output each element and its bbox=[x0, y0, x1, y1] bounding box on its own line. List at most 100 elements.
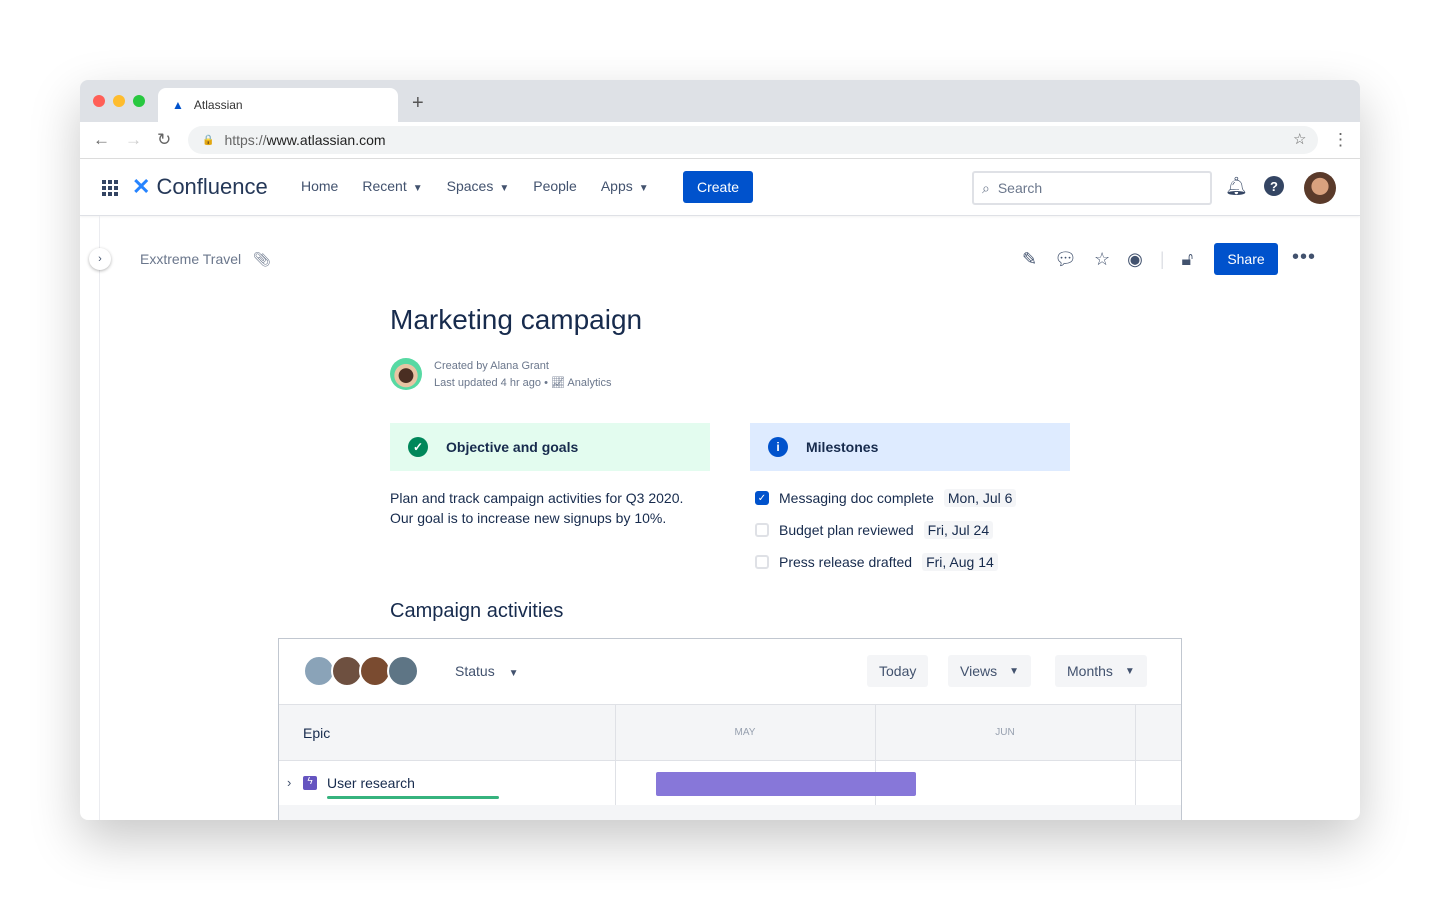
tab-bar: ▲ Atlassian + bbox=[80, 80, 1360, 122]
url-prefix: https:// bbox=[224, 132, 267, 148]
assignee-avatar[interactable] bbox=[303, 655, 335, 687]
product-name: Confluence bbox=[156, 174, 268, 199]
analytics-label: Analytics bbox=[567, 377, 612, 389]
attachment-icon[interactable]: 📎︎ bbox=[253, 251, 271, 267]
milestone-label: Press release drafted bbox=[779, 554, 913, 570]
month-header-jun: JUN bbox=[995, 727, 1015, 738]
reload-icon[interactable]: ↻ bbox=[157, 130, 172, 149]
url-host: www.atlassian.com bbox=[266, 132, 386, 148]
nav-people[interactable]: People bbox=[533, 178, 577, 194]
last-updated: Last updated 4 hr ago bbox=[434, 377, 542, 389]
expand-row-chevron-icon[interactable]: › bbox=[287, 775, 292, 790]
more-actions-icon[interactable]: ••• bbox=[1292, 246, 1317, 268]
browser-tab[interactable]: ▲ Atlassian bbox=[158, 88, 398, 122]
objective-line: Plan and track campaign activities for Q… bbox=[390, 490, 684, 506]
atlassian-logo-icon: ▲ bbox=[172, 98, 184, 112]
help-icon[interactable]: ? bbox=[1264, 176, 1284, 196]
nav-label: Spaces bbox=[446, 178, 494, 194]
milestone-date[interactable]: Fri, Jul 24 bbox=[923, 521, 994, 539]
confluence-logo[interactable]: ✕ Confluence bbox=[132, 174, 268, 200]
check-circle-icon: ✓ bbox=[408, 437, 428, 457]
user-avatar[interactable] bbox=[1304, 172, 1336, 204]
objective-line: Our goal is to increase new signups by 1… bbox=[390, 510, 667, 526]
forward-icon[interactable]: → bbox=[125, 130, 142, 149]
epic-timeline-bar[interactable] bbox=[656, 772, 916, 796]
back-icon[interactable]: ← bbox=[93, 130, 110, 149]
panel-title: Milestones bbox=[806, 439, 879, 455]
section-heading: Campaign activities bbox=[390, 600, 564, 622]
expand-sidebar-button[interactable]: › bbox=[89, 248, 111, 270]
nav-apps[interactable]: Apps ▼ bbox=[601, 178, 649, 194]
watch-eye-icon[interactable]: ◉ bbox=[1127, 249, 1143, 269]
edit-pencil-icon[interactable]: ✎ bbox=[1022, 249, 1038, 269]
epic-lightning-icon: ϟ bbox=[303, 776, 317, 790]
roadmap: Status ▼ Today Views ▼ Months ▼ Epic MAY J… bbox=[278, 638, 1182, 820]
milestone-label: Budget plan reviewed bbox=[779, 522, 914, 538]
share-button[interactable]: Share bbox=[1214, 243, 1278, 275]
assignee-avatar[interactable] bbox=[359, 655, 391, 687]
months-dropdown[interactable]: Months ▼ bbox=[1055, 655, 1147, 687]
panel-title: Objective and goals bbox=[446, 439, 579, 455]
objective-panel: ✓ Objective and goals bbox=[390, 423, 710, 471]
notifications-icon[interactable]: 🔔︎ bbox=[1225, 176, 1248, 196]
breadcrumb-space[interactable]: Exxtreme Travel bbox=[140, 251, 242, 267]
minimize-window-button[interactable] bbox=[113, 95, 125, 107]
assignee-avatar[interactable] bbox=[331, 655, 363, 687]
assignee-avatar[interactable] bbox=[387, 655, 419, 687]
views-label: Views bbox=[960, 663, 998, 679]
close-window-button[interactable] bbox=[93, 95, 105, 107]
restrictions-unlock-icon[interactable]: 🔓︎ bbox=[1181, 249, 1194, 269]
months-label: Months bbox=[1067, 663, 1113, 679]
milestone-date[interactable]: Fri, Aug 14 bbox=[922, 553, 998, 571]
views-dropdown[interactable]: Views ▼ bbox=[948, 655, 1031, 687]
milestone-item: ✓ Messaging doc complete Mon, Jul 6 bbox=[755, 489, 1017, 507]
roadmap-header bbox=[279, 704, 1181, 761]
epic-row-label[interactable]: User research bbox=[327, 775, 415, 791]
author-avatar[interactable] bbox=[390, 358, 422, 390]
nav-label: Home bbox=[301, 178, 339, 194]
info-icon: i bbox=[768, 437, 788, 457]
today-button[interactable]: Today bbox=[867, 655, 929, 687]
address-bar-row: ← → ↻ 🔒 https://www.atlassian.com ☆ ⋮ bbox=[80, 122, 1360, 159]
browser-menu-icon[interactable]: ⋮ bbox=[1332, 130, 1349, 149]
chevron-down-icon: ▼ bbox=[508, 668, 519, 679]
chevron-down-icon: ▼ bbox=[1009, 665, 1019, 677]
confluence-top-nav: ✕ Confluence Home Recent ▼ Spaces ▼ People … bbox=[80, 159, 1360, 216]
divider: | bbox=[1159, 249, 1165, 269]
browser-window: ▲ Atlassian + ← → ↻ 🔒 https://www.atlassia… bbox=[80, 80, 1360, 820]
checkbox-checked[interactable]: ✓ bbox=[755, 491, 769, 505]
today-label: Today bbox=[879, 663, 917, 679]
app-switcher-icon[interactable] bbox=[102, 180, 118, 196]
page-content: › Exxtreme Travel 📎︎ ✎ 💬︎ ☆ ◉ | 🔓︎ Share … bbox=[80, 216, 1360, 820]
status-filter[interactable]: Status ▼ bbox=[455, 663, 519, 679]
nav-label: Recent bbox=[362, 178, 407, 194]
lock-icon: 🔒 bbox=[202, 134, 215, 146]
create-button[interactable]: Create bbox=[683, 171, 753, 203]
checkbox[interactable] bbox=[755, 555, 769, 569]
nav-recent[interactable]: Recent ▼ bbox=[362, 178, 422, 194]
star-icon[interactable]: ☆ bbox=[1093, 249, 1111, 269]
nav-spaces[interactable]: Spaces ▼ bbox=[447, 178, 510, 194]
milestone-item: Press release drafted Fri, Aug 14 bbox=[755, 553, 998, 571]
maximize-window-button[interactable] bbox=[133, 95, 145, 107]
chevron-down-icon: ▼ bbox=[412, 183, 423, 194]
search-icon: ⌕ bbox=[982, 179, 990, 196]
milestone-date[interactable]: Mon, Jul 6 bbox=[943, 489, 1017, 507]
epic-column-header: Epic bbox=[303, 725, 331, 741]
url-field[interactable]: 🔒 https://www.atlassian.com bbox=[188, 126, 1318, 154]
row-stripe bbox=[279, 805, 1181, 820]
analytics-link[interactable]: 📈︎ Analytics bbox=[551, 377, 611, 389]
epic-progress-bar bbox=[327, 796, 499, 799]
tab-title: Atlassian bbox=[193, 98, 243, 112]
search-input[interactable]: ⌕ Search bbox=[972, 171, 1212, 205]
checkbox[interactable] bbox=[755, 523, 769, 537]
page-title: Marketing campaign bbox=[390, 304, 643, 335]
nav-home[interactable]: Home bbox=[301, 178, 338, 194]
bookmark-star-icon[interactable]: ☆ bbox=[1293, 131, 1307, 148]
status-label: Status bbox=[455, 663, 495, 679]
new-tab-button[interactable]: + bbox=[412, 92, 424, 114]
comment-icon[interactable]: 💬︎ bbox=[1054, 249, 1077, 269]
column-divider bbox=[1135, 704, 1136, 820]
breadcrumb: Exxtreme Travel 📎︎ bbox=[140, 251, 271, 268]
page-byline: Created by Alana Grant Last updated 4 hr… bbox=[390, 358, 611, 392]
